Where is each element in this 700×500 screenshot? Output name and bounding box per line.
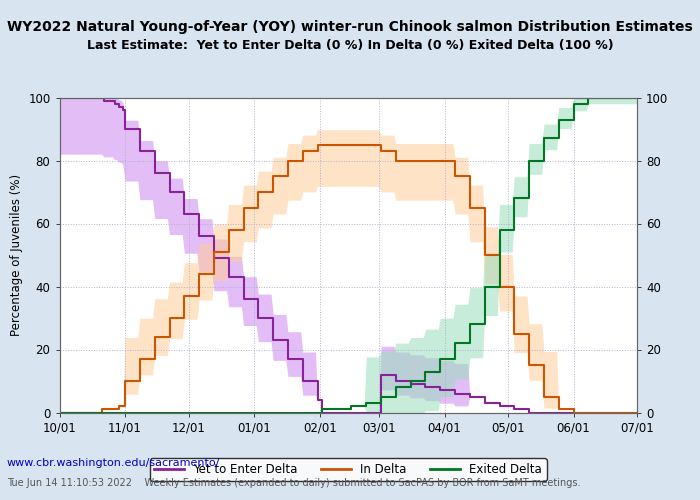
Text: WY2022 Natural Young-of-Year (YOY) winter-run Chinook salmon Distribution Estima: WY2022 Natural Young-of-Year (YOY) winte… <box>7 20 693 34</box>
Text: www.cbr.washington.edu/sacramento/: www.cbr.washington.edu/sacramento/ <box>7 458 220 468</box>
Legend: Yet to Enter Delta, In Delta, Exited Delta: Yet to Enter Delta, In Delta, Exited Del… <box>150 458 547 480</box>
Text: Last Estimate:  Yet to Enter Delta (0 %) In Delta (0 %) Exited Delta (100 %): Last Estimate: Yet to Enter Delta (0 %) … <box>87 38 613 52</box>
Y-axis label: Percentage of Juveniles (%): Percentage of Juveniles (%) <box>10 174 22 336</box>
Text: Tue Jun 14 11:10:53 2022    Weekly Estimates (expanded to daily) submitted to Sa: Tue Jun 14 11:10:53 2022 Weekly Estimate… <box>7 478 580 488</box>
